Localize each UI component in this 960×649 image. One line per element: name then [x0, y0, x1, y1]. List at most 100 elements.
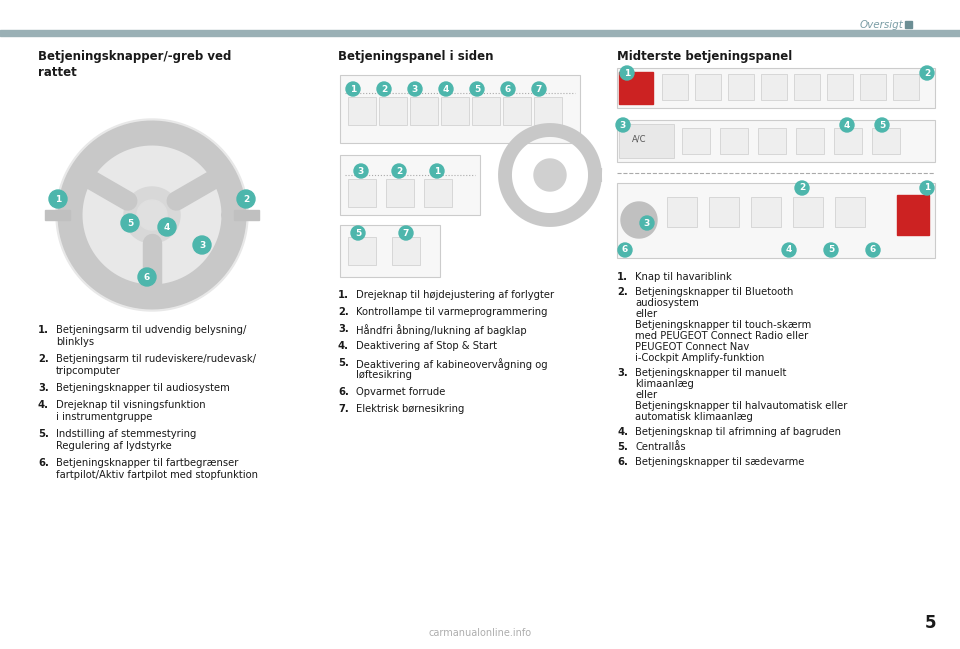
Text: carmanualonline.info: carmanualonline.info [428, 628, 532, 638]
Text: 2.: 2. [338, 307, 348, 317]
Text: i instrumentgruppe: i instrumentgruppe [56, 412, 153, 422]
Text: 3: 3 [620, 121, 626, 130]
Circle shape [138, 268, 156, 286]
Text: Betjeningsknapper til Bluetooth: Betjeningsknapper til Bluetooth [635, 287, 793, 297]
Text: eller: eller [635, 390, 658, 400]
Text: 1.: 1. [617, 272, 628, 282]
Circle shape [866, 243, 880, 257]
Text: blinklys: blinklys [56, 337, 94, 347]
Polygon shape [137, 200, 167, 230]
Text: Midterste betjeningspanel: Midterste betjeningspanel [617, 50, 792, 63]
Circle shape [470, 82, 484, 96]
Text: 1: 1 [624, 69, 630, 77]
Text: 3.: 3. [38, 383, 49, 393]
Text: 6.: 6. [338, 387, 348, 397]
Circle shape [920, 66, 934, 80]
Text: 7: 7 [403, 228, 409, 238]
Text: 1: 1 [349, 84, 356, 93]
Text: klimaanlæg: klimaanlæg [635, 379, 694, 389]
Text: 2.: 2. [38, 354, 49, 364]
Bar [796, 128, 824, 154]
Text: 4.: 4. [617, 427, 628, 437]
Text: 7.: 7. [338, 404, 348, 414]
Text: 1: 1 [55, 195, 61, 204]
Bar [897, 195, 929, 235]
Circle shape [824, 243, 838, 257]
Bar [617, 183, 935, 258]
Circle shape [377, 82, 391, 96]
Text: eller: eller [635, 309, 658, 319]
Circle shape [439, 82, 453, 96]
Text: PEUGEOT Connect Nav: PEUGEOT Connect Nav [635, 342, 749, 352]
Text: 4: 4 [844, 121, 851, 130]
Text: 1.: 1. [38, 325, 49, 335]
Text: 3: 3 [358, 167, 364, 175]
Polygon shape [56, 119, 248, 311]
Text: løftesikring: løftesikring [356, 370, 412, 380]
Bar [348, 237, 376, 265]
Text: fartpilot/Aktiv fartpilot med stopfunktion: fartpilot/Aktiv fartpilot med stopfunkti… [56, 470, 258, 480]
Text: 1.: 1. [338, 290, 349, 300]
Circle shape [501, 82, 515, 96]
Bar [720, 128, 748, 154]
Text: 2.: 2. [617, 287, 628, 297]
Text: 1: 1 [924, 184, 930, 193]
Circle shape [121, 214, 139, 232]
Bar [860, 74, 886, 100]
Text: Centrallås: Centrallås [635, 442, 685, 452]
Text: Kontrollampe til varmeprogrammering: Kontrollampe til varmeprogrammering [356, 307, 547, 317]
Circle shape [49, 190, 67, 208]
Bar [619, 124, 674, 158]
Polygon shape [621, 202, 657, 238]
Bar [695, 74, 721, 100]
Bar [834, 128, 862, 154]
Circle shape [392, 164, 406, 178]
Text: i-Cockpit Amplify-funktion: i-Cockpit Amplify-funktion [635, 353, 764, 363]
Text: 5.: 5. [38, 429, 49, 439]
Polygon shape [534, 159, 566, 191]
Circle shape [158, 218, 176, 236]
Text: Betjeningsknap til afrimning af bagruden: Betjeningsknap til afrimning af bagruden [635, 427, 841, 437]
Circle shape [354, 164, 368, 178]
Bar [794, 74, 820, 100]
Bar [667, 197, 697, 227]
Text: 5: 5 [924, 614, 936, 632]
Bar [682, 128, 710, 154]
Bar [758, 128, 786, 154]
Circle shape [193, 236, 211, 254]
Bar [709, 197, 739, 227]
Bar [410, 97, 438, 125]
Circle shape [408, 82, 422, 96]
Bar [761, 74, 787, 100]
Circle shape [616, 118, 630, 132]
Text: 6.: 6. [617, 457, 628, 467]
Bar [472, 97, 500, 125]
Text: 2: 2 [799, 184, 805, 193]
Bar [793, 197, 823, 227]
Bar [503, 97, 531, 125]
Text: 6.: 6. [38, 458, 49, 468]
Text: 3: 3 [644, 219, 650, 228]
Text: 5: 5 [474, 84, 480, 93]
Text: Knap til havariblink: Knap til havariblink [635, 272, 732, 282]
Text: Betjeningsknapper til fartbegrænser: Betjeningsknapper til fartbegrænser [56, 458, 238, 468]
Text: Drejeknap til højdejustering af forlygter: Drejeknap til højdejustering af forlygte… [356, 290, 554, 300]
Text: 6: 6 [622, 245, 628, 254]
Bar [619, 72, 653, 104]
Bar [45, 210, 70, 220]
Text: 4: 4 [786, 245, 792, 254]
Text: Betjeningsknapper til touch-skærm: Betjeningsknapper til touch-skærm [635, 320, 811, 330]
Circle shape [782, 243, 796, 257]
Polygon shape [84, 147, 220, 283]
Bar [441, 97, 469, 125]
Circle shape [920, 181, 934, 195]
Circle shape [840, 118, 854, 132]
Text: 2: 2 [243, 195, 250, 204]
Text: 2: 2 [381, 84, 387, 93]
Bar [893, 74, 919, 100]
Text: Elektrisk børnesikring: Elektrisk børnesikring [356, 404, 465, 414]
Bar [751, 197, 781, 227]
Bar [728, 74, 754, 100]
Bar [340, 155, 480, 215]
Text: tripcomputer: tripcomputer [56, 366, 121, 376]
